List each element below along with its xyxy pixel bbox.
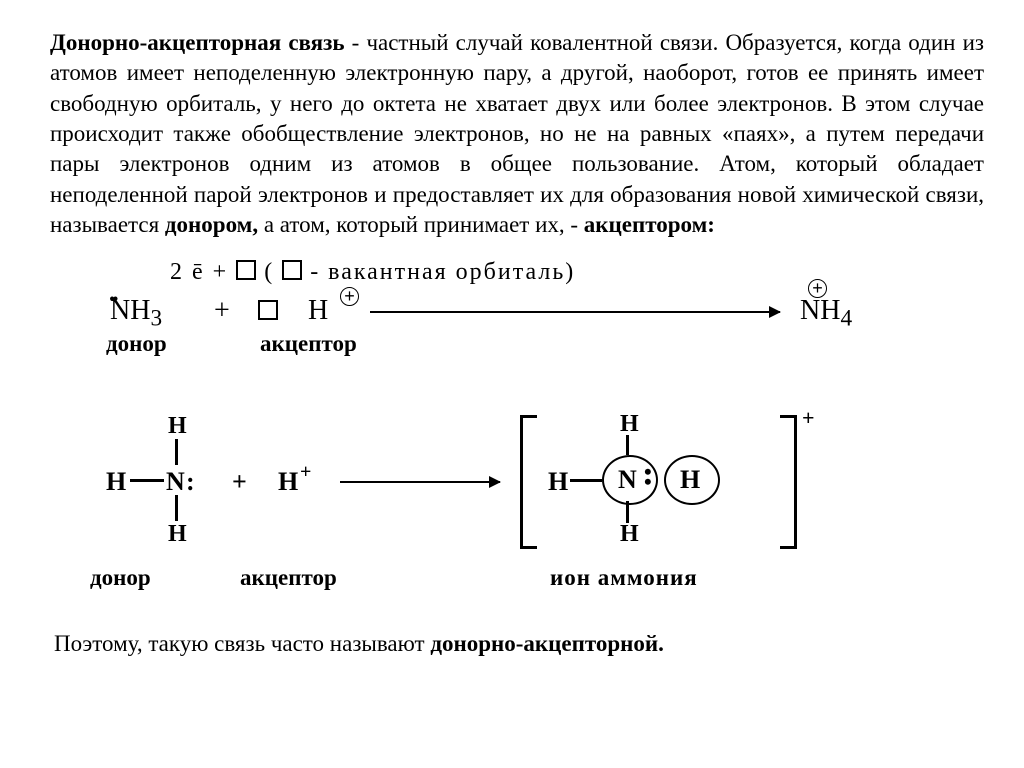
plus-sign: + — [214, 295, 230, 327]
square-icon — [282, 260, 302, 280]
lone-pair-colon: : — [186, 467, 195, 497]
reaction-diagram: 2 ē + ( - вакантная орбиталь) •• NH3 + H… — [110, 259, 984, 629]
donor-label-2: донор — [90, 565, 151, 591]
footer-text-b: донорно-акцепторной. — [430, 631, 664, 656]
document-page: Донорно-акцепторная связь - частный случ… — [0, 0, 1024, 768]
donor-word: донором, — [165, 212, 258, 237]
bond-vertical — [175, 439, 178, 465]
circled-plus-icon: + — [340, 287, 359, 306]
bracket-charge: + — [802, 405, 815, 431]
vacant-orbital-note: 2 ē + ( - вакантная орбиталь) — [170, 259, 575, 286]
h-right-right: H — [680, 465, 700, 495]
reaction-arrow-2 — [340, 481, 500, 483]
h-atom: H — [308, 295, 328, 327]
body-text-2: а атом, который принимает их, - — [258, 212, 584, 237]
n-center-left: N — [166, 467, 185, 497]
bracket-left — [520, 415, 537, 549]
h-cation: H — [278, 467, 298, 497]
h-left: H — [106, 467, 126, 497]
nh3-formula: NH3 — [110, 295, 162, 333]
definition-paragraph: Донорно-акцепторная связь - частный случ… — [50, 28, 984, 241]
h-bottom-left: H — [168, 521, 187, 548]
square-icon — [258, 300, 278, 320]
bond-horizontal — [570, 479, 602, 482]
ammonium-ion-label: ион аммония — [550, 565, 698, 591]
h-top-right: H — [620, 411, 639, 438]
reaction-arrow-1 — [370, 311, 780, 313]
h-bottom-right: H — [620, 521, 639, 548]
term: Донорно-акцепторная связь — [50, 30, 345, 55]
shared-pair-dots: •• — [644, 467, 652, 487]
bond-horizontal — [130, 479, 164, 482]
body-text-1: - частный случай ковалентной связи. Обра… — [50, 30, 984, 237]
n-center-right: N — [618, 465, 637, 495]
h-top-left: H — [168, 413, 187, 440]
acceptor-label-1: акцептор — [260, 331, 357, 357]
note-part-b: ( — [256, 259, 282, 285]
plus-sign: + — [232, 467, 247, 497]
h-cation-charge: + — [300, 461, 311, 484]
structural-scheme: H H N : H + H + + H H N •• H H — [110, 409, 1000, 569]
bond-vertical — [175, 495, 178, 521]
acceptor-label-2: акцептор — [240, 565, 337, 591]
h-left-right: H — [548, 467, 568, 497]
bond-vertical — [626, 435, 629, 455]
donor-label-1: донор — [106, 331, 167, 357]
square-h-left — [258, 295, 278, 327]
bond-vertical — [626, 501, 629, 523]
footer-text-a: Поэтому, такую связь часто называют — [54, 631, 430, 656]
acceptor-word: акцептором: — [584, 212, 715, 237]
note-part-c: - вакантная орбиталь) — [302, 259, 575, 285]
square-icon — [236, 260, 256, 280]
nh4-formula: NH4 — [800, 295, 852, 333]
footer-paragraph: Поэтому, такую связь часто называют доно… — [54, 629, 984, 659]
note-part-a: 2 ē + — [170, 259, 236, 285]
bracket-right — [780, 415, 797, 549]
